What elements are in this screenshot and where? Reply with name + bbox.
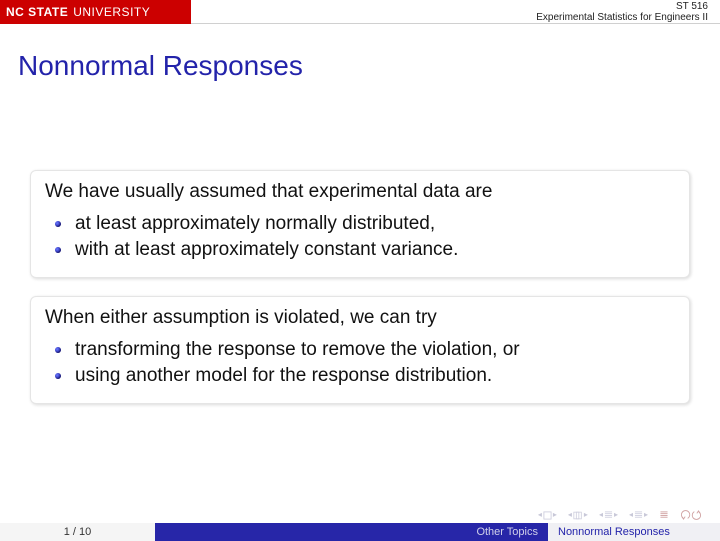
nav-back-icon[interactable]: ◂ ▸ (599, 511, 618, 519)
block-intro: When either assumption is violated, we c… (45, 307, 675, 329)
course-name: Experimental Statistics for Engineers II (536, 12, 708, 23)
page-indicator: 1 / 10 (0, 523, 155, 541)
nav-prev-icon[interactable]: ◂ ▸ (568, 511, 588, 520)
list-item: with at least approximately constant var… (69, 237, 675, 263)
nav-controls: ◂ ▸ ◂ ▸ ◂ ▸ ◂ ▸ (0, 507, 720, 523)
nav-lines-icon[interactable] (659, 511, 669, 519)
nav-forward-icon[interactable]: ◂ ▸ (629, 511, 648, 519)
nav-undo-icon[interactable] (680, 510, 702, 520)
slide-title: Nonnormal Responses (0, 24, 720, 82)
list-item: using another model for the response dis… (69, 363, 675, 389)
content-block: When either assumption is violated, we c… (30, 296, 690, 404)
bullet-list: transforming the response to remove the … (45, 337, 675, 389)
block-intro: We have usually assumed that experimenta… (45, 181, 675, 203)
footer-section: Other Topics (155, 523, 548, 541)
nav-first-icon[interactable]: ◂ ▸ (538, 511, 557, 520)
slide-content: We have usually assumed that experimenta… (0, 82, 720, 404)
course-info: ST 516 Experimental Statistics for Engin… (191, 0, 720, 23)
university-logo: NC STATE UNIVERSITY (0, 0, 191, 24)
list-item: at least approximately normally distribu… (69, 211, 675, 237)
list-item: transforming the response to remove the … (69, 337, 675, 363)
footer-bar: 1 / 10 Other Topics Nonnormal Responses (0, 523, 720, 541)
logo-bold-text: NC STATE (6, 5, 68, 19)
logo-light-text: UNIVERSITY (73, 5, 150, 19)
footer: ◂ ▸ ◂ ▸ ◂ ▸ ◂ ▸ 1 / 10 Other Topics Nonn… (0, 507, 720, 541)
footer-subsection: Nonnormal Responses (548, 523, 720, 541)
header-bar: NC STATE UNIVERSITY ST 516 Experimental … (0, 0, 720, 24)
course-code: ST 516 (676, 1, 708, 12)
content-block: We have usually assumed that experimenta… (30, 170, 690, 278)
bullet-list: at least approximately normally distribu… (45, 211, 675, 263)
